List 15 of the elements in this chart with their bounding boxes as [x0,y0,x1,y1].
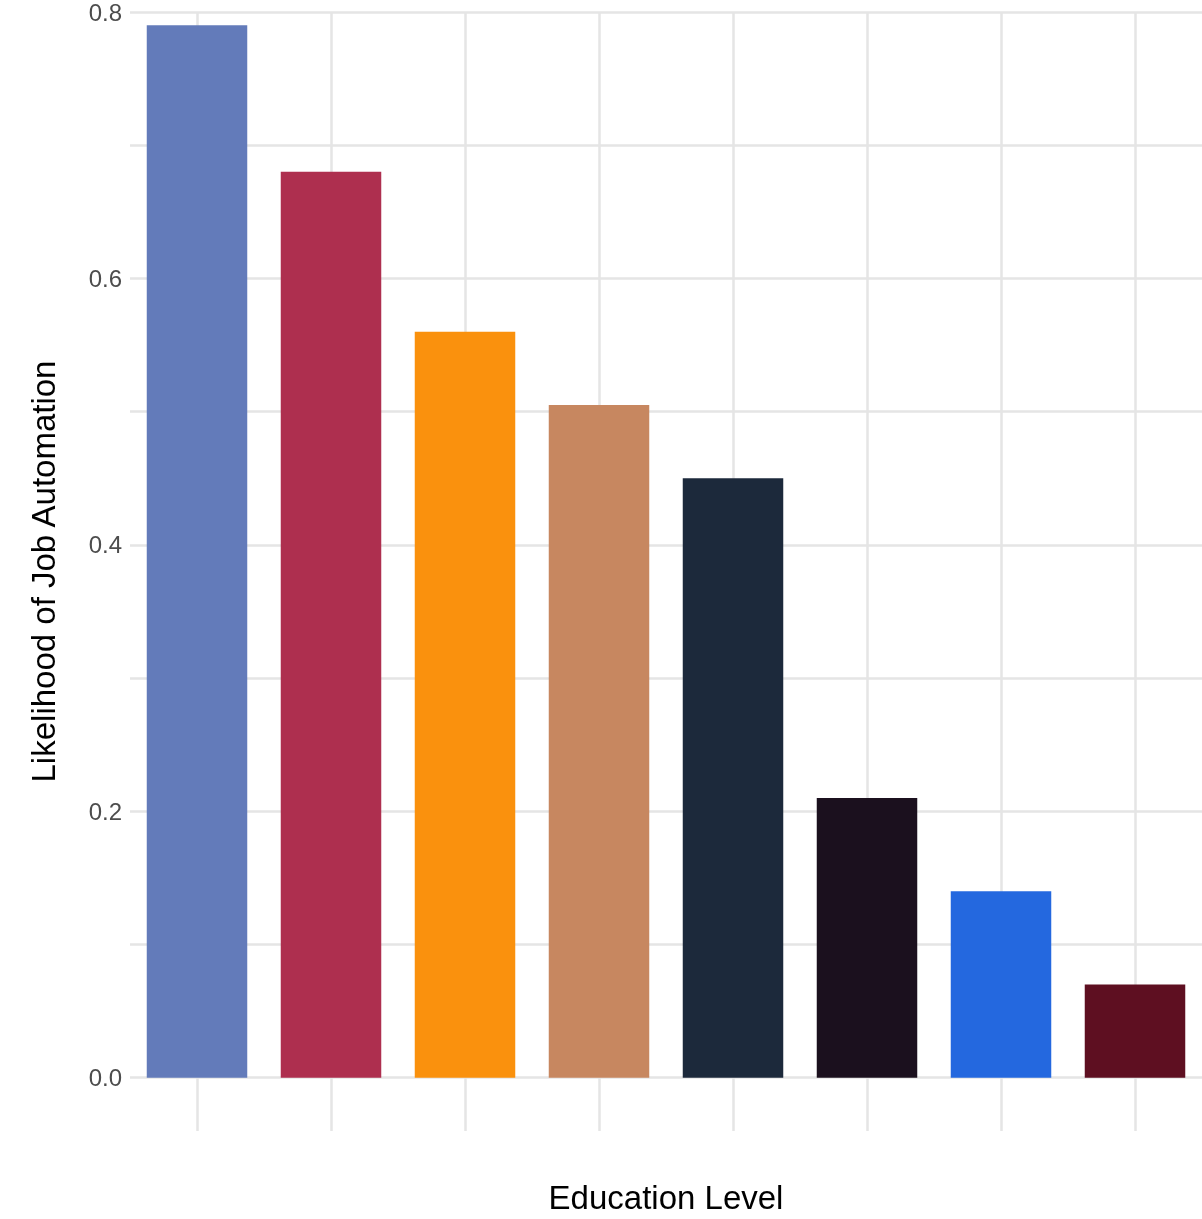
bar [950,891,1052,1078]
y-axis-title: Likelihood of Job Automation [25,360,62,783]
y-tick-label: 0.6 [88,264,122,292]
bar [682,478,784,1078]
bar [414,331,516,1078]
bar [816,797,918,1078]
y-tick-label: 0.4 [88,531,122,559]
y-tick-label: 0.2 [88,797,122,825]
y-tick-label: 0.8 [88,0,122,26]
y-tick-label: 0.0 [88,1064,122,1092]
bar [280,171,382,1078]
bar [548,404,650,1078]
x-axis-title: Education Level [548,1179,784,1216]
bar [146,25,248,1078]
bar [1084,984,1186,1078]
